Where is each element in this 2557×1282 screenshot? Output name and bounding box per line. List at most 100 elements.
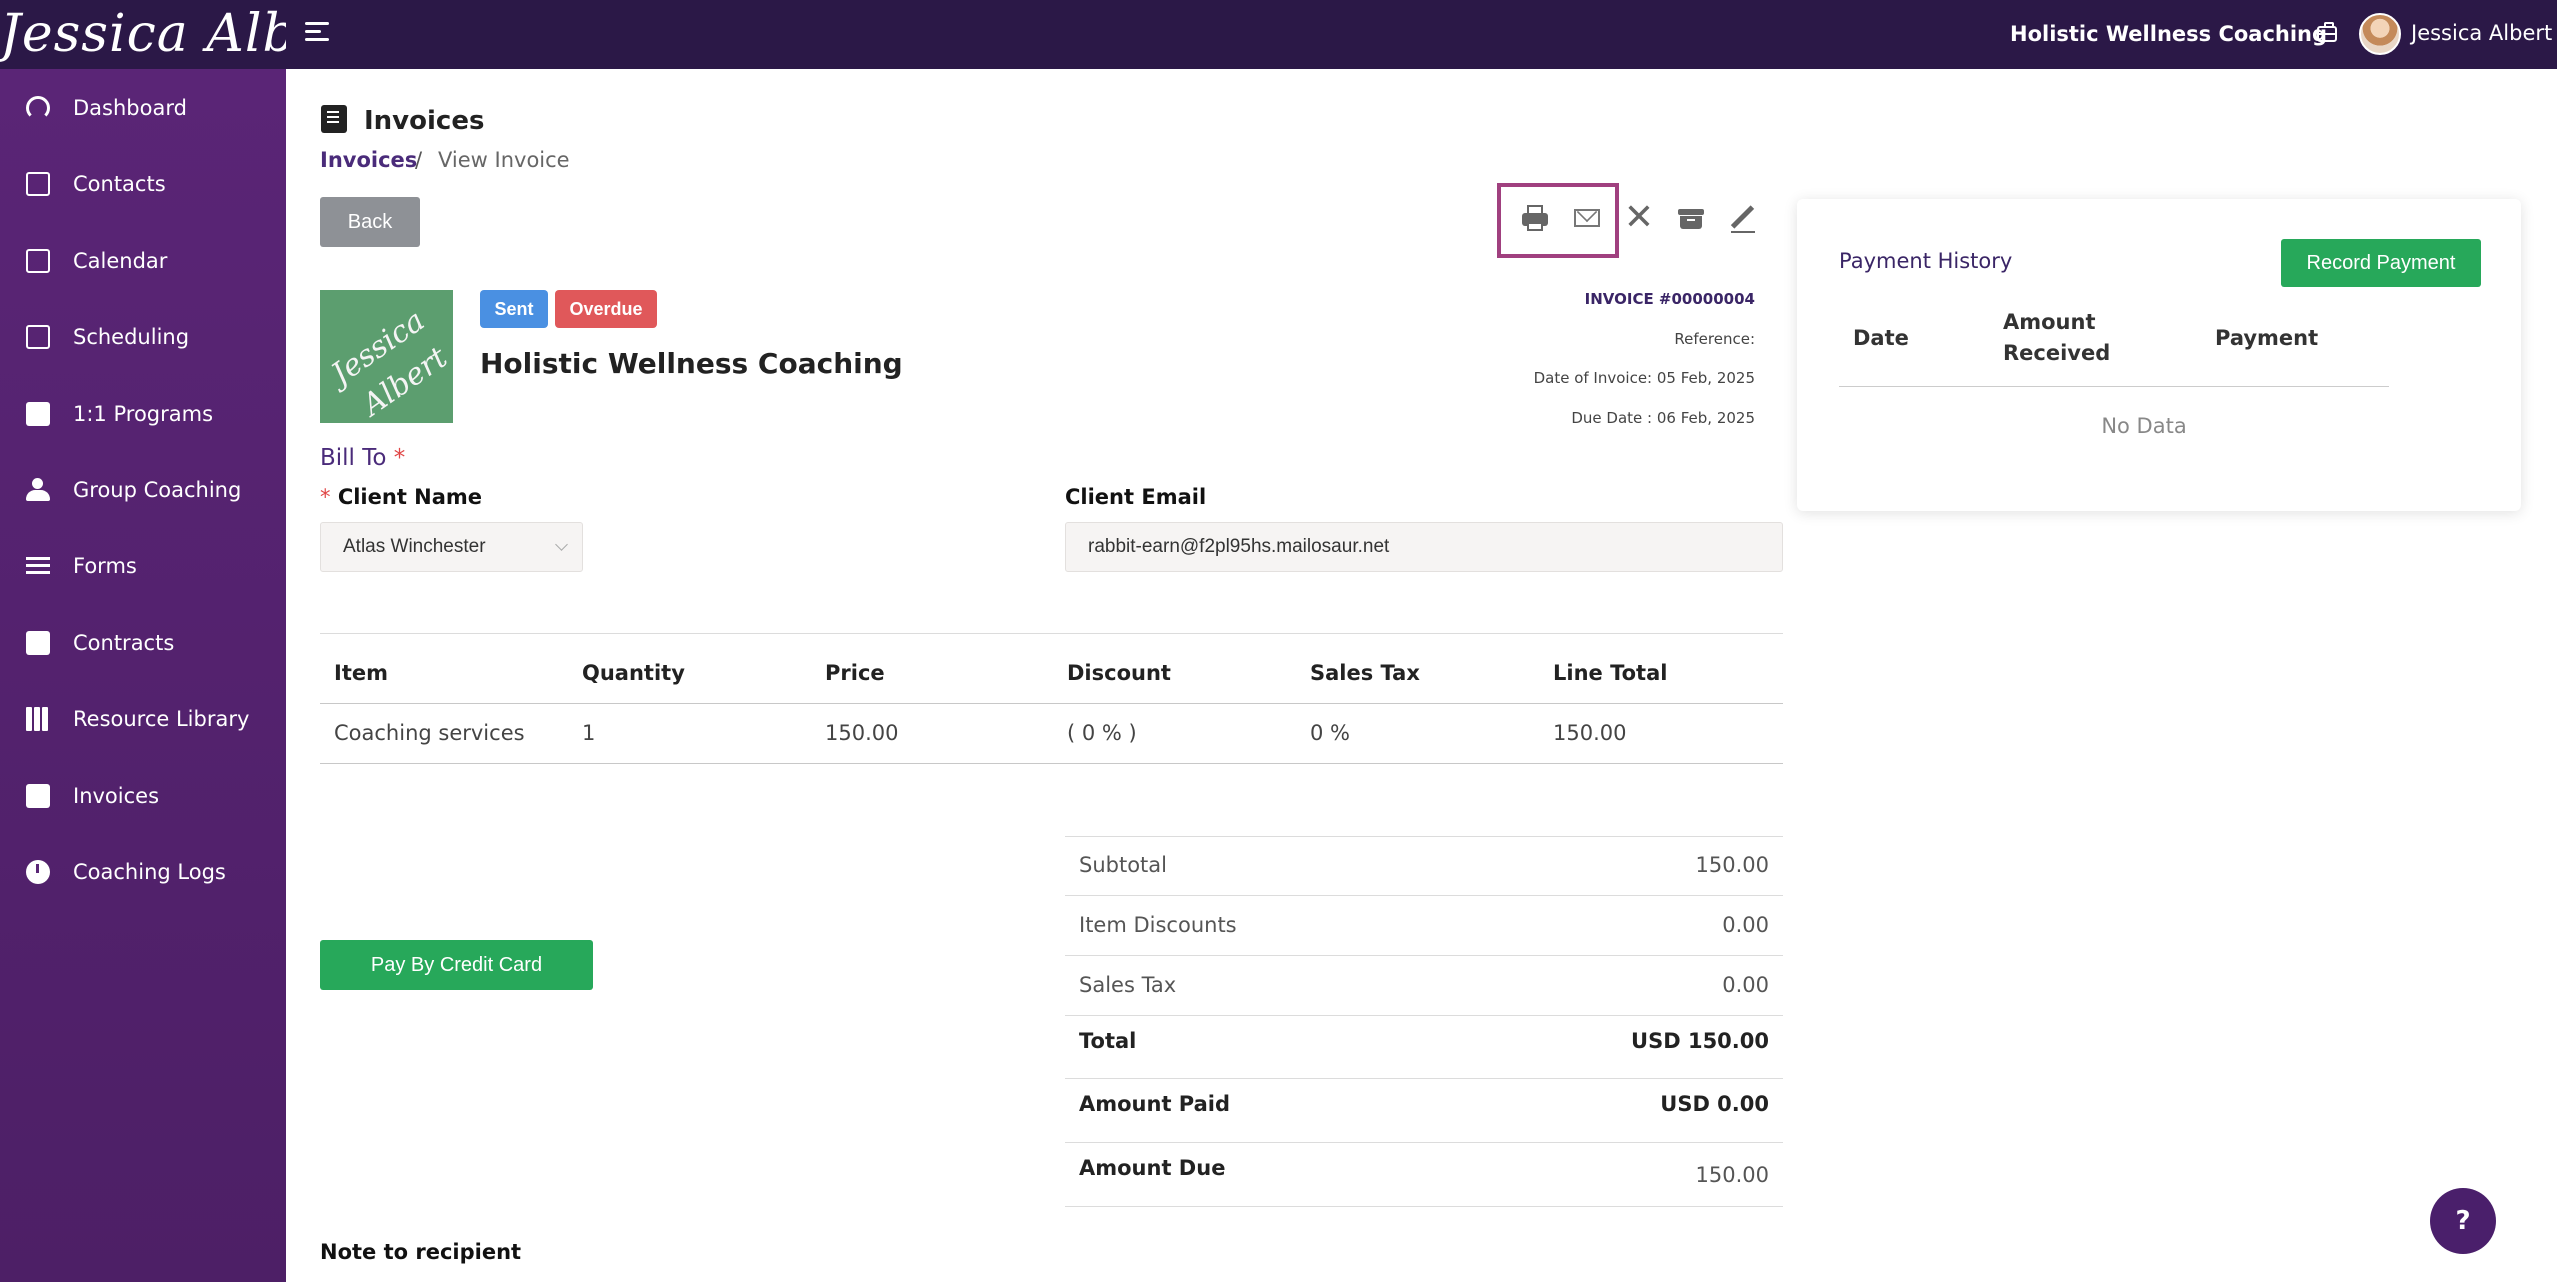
close-icon[interactable]: ✕ — [1623, 197, 1655, 238]
sidebar-item-forms[interactable]: Forms — [0, 536, 286, 596]
sidebar-item-label: Forms — [73, 554, 137, 578]
edit-icon[interactable] — [1725, 200, 1761, 236]
summary-value: USD 150.00 — [1631, 1029, 1769, 1053]
sidebar-item-label: Contacts — [73, 172, 166, 196]
client-email-field[interactable]: rabbit-earn@f2pl95hs.mailosaur.net — [1065, 522, 1783, 572]
column-header: Price — [825, 661, 885, 685]
status-badge-sent: Sent — [480, 290, 548, 328]
sidebar-item-contracts[interactable]: Contracts — [0, 613, 286, 673]
business-switcher-label[interactable]: Holistic Wellness Coaching — [2010, 22, 2328, 46]
column-header-line: Received — [2003, 341, 2111, 365]
sidebar-item-programs[interactable]: 1:1 Programs — [0, 384, 286, 444]
top-bar: Jessica Albert Holistic Wellness Coachin… — [0, 0, 2557, 69]
table-header-divider — [320, 703, 1783, 704]
group-icon — [26, 478, 50, 502]
contract-sign-icon — [26, 631, 50, 655]
column-header: Payment — [2215, 326, 2319, 350]
table-cell: 1 — [582, 721, 596, 745]
clock-icon — [26, 860, 50, 884]
table-cell: 150.00 — [825, 721, 899, 745]
brand-logo[interactable]: Jessica Albert — [0, 4, 286, 64]
column-header: Item — [334, 661, 388, 685]
client-name-select[interactable]: Atlas Winchester — [320, 522, 583, 572]
avatar[interactable] — [2359, 13, 2401, 55]
sidebar-item-resource-library[interactable]: Resource Library — [0, 689, 286, 749]
record-payment-button[interactable]: Record Payment — [2281, 239, 2481, 287]
invoice-date: Date of Invoice: 05 Feb, 2025 — [1533, 369, 1755, 387]
bill-to-heading: Bill To * — [320, 445, 405, 471]
table-cell: ( 0 % ) — [1067, 721, 1137, 745]
divider — [1065, 1015, 1783, 1016]
help-button[interactable]: ? — [2430, 1188, 2496, 1254]
divider — [1065, 1078, 1783, 1079]
sidebar-item-invoices[interactable]: Invoices — [0, 766, 286, 826]
column-header: Quantity — [582, 661, 685, 685]
divider — [320, 633, 1783, 634]
calendar-icon — [26, 249, 50, 273]
divider — [1065, 895, 1783, 896]
breadcrumb-separator: / — [415, 148, 423, 172]
book-icon — [26, 402, 50, 426]
client-name-value: Atlas Winchester — [343, 536, 486, 557]
status-badge-overdue: Overdue — [555, 290, 657, 328]
sidebar-item-label: Coaching Logs — [73, 860, 226, 884]
divider — [1065, 955, 1783, 956]
divider — [1065, 1206, 1783, 1207]
invoice-icon — [26, 784, 50, 808]
sidebar-item-scheduling[interactable]: Scheduling — [0, 307, 286, 367]
column-header: Discount — [1067, 661, 1171, 685]
sidebar-item-label: Dashboard — [73, 96, 187, 120]
invoice-reference: Reference: — [1674, 330, 1755, 348]
column-header: Sales Tax — [1310, 661, 1420, 685]
forms-icon — [26, 554, 50, 578]
scheduling-icon — [26, 325, 50, 349]
chevron-down-icon — [555, 538, 568, 551]
sidebar-item-label: Calendar — [73, 249, 168, 273]
sidebar-item-calendar[interactable]: Calendar — [0, 231, 286, 291]
books-icon — [26, 707, 50, 731]
sidebar-item-label: Group Coaching — [73, 478, 242, 502]
sidebar-item-contacts[interactable]: Contacts — [0, 154, 286, 214]
note-to-recipient-label: Note to recipient — [320, 1240, 522, 1264]
invoice-number: INVOICE #00000004 — [1584, 290, 1755, 308]
column-header-line: Amount — [2003, 310, 2096, 334]
divider — [1065, 836, 1783, 837]
summary-label: Amount Due — [1079, 1156, 1226, 1180]
payment-history-title: Payment History — [1839, 249, 2013, 273]
divider — [1065, 1142, 1783, 1143]
summary-label: Total — [1079, 1029, 1137, 1053]
sidebar-item-group-coaching[interactable]: Group Coaching — [0, 460, 286, 520]
back-button[interactable]: Back — [320, 197, 420, 247]
table-cell: 0 % — [1310, 721, 1350, 745]
summary-label: Amount Paid — [1079, 1092, 1231, 1116]
table-cell: Coaching services — [334, 721, 525, 745]
table-bottom-divider — [320, 763, 1783, 764]
page-title: Invoices — [364, 106, 485, 136]
client-name-label: * Client Name — [320, 485, 482, 509]
breadcrumb-invoices-link[interactable]: Invoices — [320, 148, 418, 172]
sidebar-item-label: 1:1 Programs — [73, 402, 214, 426]
summary-value: 150.00 — [1695, 853, 1769, 877]
invoice-icon — [321, 105, 347, 133]
sidebar-item-label: Scheduling — [73, 325, 190, 349]
summary-value: USD 0.00 — [1660, 1092, 1769, 1116]
business-name: Holistic Wellness Coaching — [480, 347, 903, 380]
archive-icon[interactable] — [1673, 200, 1709, 236]
contacts-icon — [26, 172, 50, 196]
summary-value: 0.00 — [1722, 913, 1769, 937]
toolbar-highlight-frame — [1497, 183, 1619, 258]
breadcrumb-current: View Invoice — [438, 148, 570, 172]
bill-to-label: Bill To — [320, 445, 387, 471]
print-icon[interactable] — [1517, 200, 1553, 236]
summary-label: Item Discounts — [1079, 913, 1237, 937]
sidebar-item-label: Invoices — [73, 784, 160, 808]
user-name[interactable]: Jessica Albert — [2411, 21, 2553, 45]
invoice-due-date: Due Date : 06 Feb, 2025 — [1571, 409, 1755, 427]
menu-toggle-icon[interactable] — [305, 22, 333, 48]
sidebar-item-coaching-logs[interactable]: Coaching Logs — [0, 842, 286, 902]
briefcase-icon[interactable] — [2317, 22, 2337, 42]
mail-icon[interactable] — [1569, 200, 1605, 236]
column-header: Amount Received — [2003, 307, 2110, 369]
sidebar-item-dashboard[interactable]: Dashboard — [0, 78, 286, 138]
pay-by-credit-card-button[interactable]: Pay By Credit Card — [320, 940, 593, 990]
